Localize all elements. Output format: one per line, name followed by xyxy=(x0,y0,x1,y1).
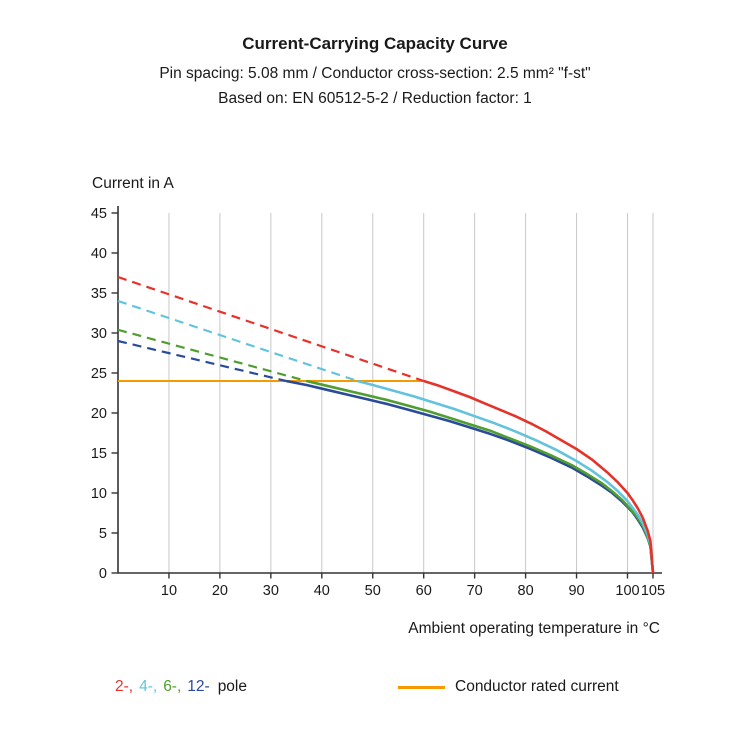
series-4-pole-dashed xyxy=(117,299,358,383)
x-tick-label-10: 10 xyxy=(161,583,177,599)
chart-title: Current-Carrying Capacity Curve xyxy=(242,34,508,53)
legend-pole-2: 2-, xyxy=(115,678,134,695)
series-12-pole-dashed xyxy=(117,339,287,383)
series-4-pole xyxy=(357,379,655,574)
x-axis-label: Ambient operating temperature in °C xyxy=(408,620,660,637)
y-tick-label-15: 15 xyxy=(91,446,107,462)
y-tick-label-25: 25 xyxy=(91,366,107,382)
series-12-pole xyxy=(285,379,655,574)
series-6-pole xyxy=(306,379,655,574)
x-tick-label-90: 90 xyxy=(568,583,584,599)
series-2-pole-dashed xyxy=(117,275,425,383)
y-tick-label-40: 40 xyxy=(91,246,107,262)
x-tick-label-30: 30 xyxy=(263,583,279,599)
x-tick-label-80: 80 xyxy=(518,583,534,599)
x-tick-label-60: 60 xyxy=(416,583,432,599)
x-tick-label-20: 20 xyxy=(212,583,228,599)
legend-poles: 2-, 4-, 6-, 12- pole xyxy=(115,678,253,696)
legend-rated-current: Conductor rated current xyxy=(398,678,619,696)
legend-pole-suffix: pole xyxy=(217,678,247,695)
x-tick-label-50: 50 xyxy=(365,583,381,599)
chart-subtitle-spec: Pin spacing: 5.08 mm / Conductor cross-s… xyxy=(159,65,591,82)
legend-pole-12: 12- xyxy=(187,678,210,695)
y-tick-label-20: 20 xyxy=(91,406,107,422)
y-tick-label-10: 10 xyxy=(91,486,107,502)
series-6-pole-dashed xyxy=(117,328,307,383)
legend-pole-4: 4-, xyxy=(139,678,158,695)
y-axis-label: Current in A xyxy=(92,175,174,192)
y-tick-label-45: 45 xyxy=(91,206,107,222)
y-tick-label-0: 0 xyxy=(99,566,107,582)
x-tick-label-105: 105 xyxy=(641,583,665,599)
series-2-pole xyxy=(423,379,655,574)
x-tick-label-70: 70 xyxy=(467,583,483,599)
rated-current-line xyxy=(398,685,445,689)
y-tick-label-5: 5 xyxy=(99,526,107,542)
y-tick-label-30: 30 xyxy=(91,326,107,342)
chart-header: Current-Carrying Capacity Curve Pin spac… xyxy=(0,34,750,115)
chart-subtitle-standard: Based on: EN 60512-5-2 / Reduction facto… xyxy=(218,90,532,107)
x-tick-label-40: 40 xyxy=(314,583,330,599)
legend-pole-6: 6-, xyxy=(163,678,182,695)
y-tick-label-35: 35 xyxy=(91,286,107,302)
x-tick-label-100: 100 xyxy=(615,583,639,599)
rated-current-label: Conductor rated current xyxy=(455,678,619,695)
